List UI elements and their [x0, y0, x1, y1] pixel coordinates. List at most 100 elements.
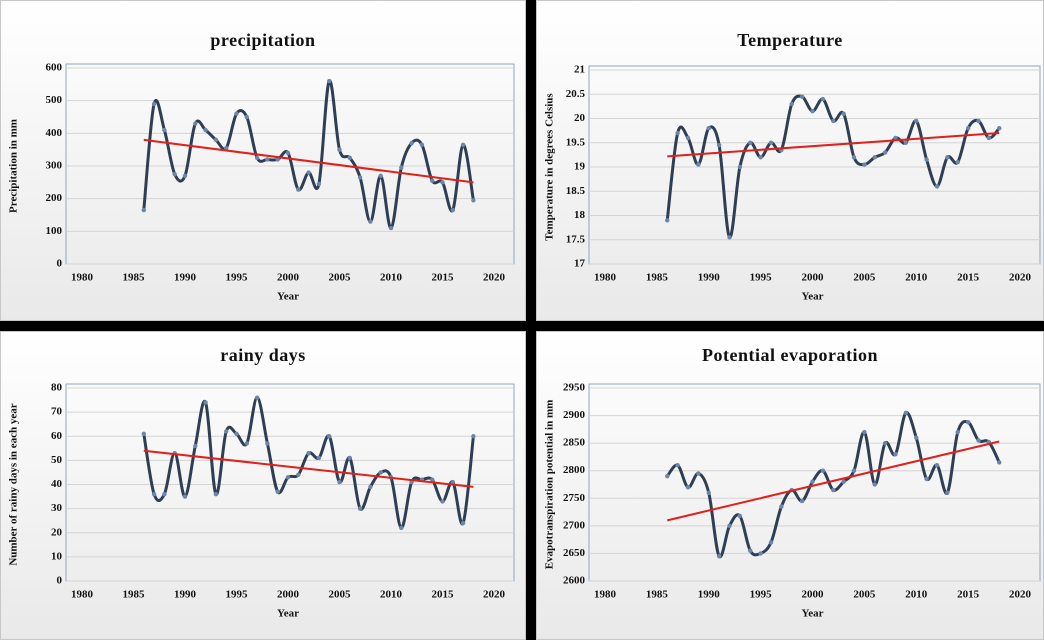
- y-tick-label: 500: [46, 94, 63, 106]
- data-point: [872, 155, 877, 160]
- y-tick-label: 80: [51, 382, 63, 394]
- data-point: [141, 207, 146, 213]
- data-point: [450, 207, 455, 213]
- x-tick-label: 1980: [71, 272, 94, 284]
- trend-line: [667, 440, 1000, 522]
- data-point: [706, 490, 711, 495]
- data-point: [378, 173, 383, 178]
- data-point: [409, 140, 414, 146]
- x-tick-label: 1995: [750, 589, 773, 601]
- panel-background: [536, 331, 1044, 640]
- data-point: [460, 142, 466, 147]
- x-tick-label: 2005: [853, 272, 876, 284]
- y-axis-label: Evapotranspiration potential in mm: [544, 400, 556, 570]
- data-point: [430, 178, 435, 183]
- data-point: [799, 94, 805, 99]
- data-point: [213, 137, 219, 143]
- data-point: [234, 431, 239, 437]
- data-point: [685, 135, 691, 141]
- data-point: [945, 155, 950, 160]
- data-point: [327, 78, 332, 84]
- data-point: [851, 468, 857, 473]
- data-point: [665, 218, 670, 223]
- chart-panel: 2600 2650 2700 2750 2800 2850 2900 2950 1980 1985…: [536, 331, 1044, 640]
- y-axis-label: Precipitation in mm: [8, 119, 20, 213]
- data-point: [419, 142, 425, 147]
- data-point: [234, 111, 239, 116]
- y-tick-label: 21: [574, 64, 585, 76]
- x-axis-label: Year: [277, 608, 299, 620]
- chart-title: Potential evaporation: [702, 345, 878, 365]
- y-tick-label: 2800: [563, 464, 586, 476]
- data-point: [172, 171, 177, 177]
- data-point: [748, 548, 753, 553]
- y-tick-label: 30: [51, 502, 63, 514]
- y-tick-label: 18: [574, 209, 586, 221]
- data-point: [779, 504, 784, 509]
- data-point: [141, 431, 146, 437]
- data-point: [296, 472, 301, 478]
- data-point: [758, 551, 763, 556]
- data-point: [471, 434, 476, 439]
- data-point: [685, 485, 691, 490]
- data-point: [254, 395, 260, 400]
- y-tick-label: 2650: [563, 547, 586, 559]
- x-axis-label: Year: [802, 608, 824, 620]
- x-tick-label: 2005: [329, 272, 352, 284]
- x-tick-label: 1980: [594, 272, 617, 284]
- data-point: [914, 435, 919, 440]
- chart-title: Temperature: [737, 30, 842, 50]
- y-tick-label: 20.5: [566, 88, 586, 100]
- data-point: [934, 463, 940, 468]
- panel-background: [0, 331, 526, 640]
- x-tick-label: 2015: [957, 589, 980, 601]
- data-point: [162, 491, 167, 497]
- chart-panel: 17 17.5 18 18.5 19 19.5 20 20.5 21 1980 1985 1990 19…: [536, 0, 1044, 321]
- y-axis-label: Number of rainy days in each year: [8, 403, 20, 565]
- data-point: [862, 429, 867, 435]
- data-point: [327, 434, 332, 439]
- y-tick-label: 70: [51, 406, 63, 418]
- x-tick-label: 1985: [123, 272, 146, 284]
- x-tick-label: 1985: [123, 589, 146, 601]
- data-point: [914, 118, 919, 124]
- data-point: [285, 150, 291, 156]
- data-point: [945, 490, 950, 495]
- data-point: [696, 471, 701, 476]
- y-tick-label: 600: [46, 62, 63, 74]
- data-point: [316, 455, 322, 461]
- data-point: [357, 506, 363, 511]
- data-point: [882, 150, 888, 155]
- y-tick-label: 40: [51, 478, 63, 490]
- data-point: [882, 440, 888, 446]
- data-point: [737, 164, 743, 170]
- y-tick-label: 18.5: [566, 185, 586, 197]
- x-tick-label: 1990: [698, 272, 721, 284]
- data-point: [337, 147, 342, 152]
- y-tick-label: 10: [51, 550, 63, 562]
- data-point: [976, 438, 981, 443]
- data-point: [758, 155, 763, 160]
- x-tick-label: 2010: [380, 272, 403, 284]
- x-tick-label: 1985: [646, 589, 669, 601]
- data-point: [347, 155, 352, 161]
- data-point: [789, 101, 794, 107]
- x-tick-label: 1990: [174, 589, 197, 601]
- y-tick-label: 60: [51, 430, 63, 442]
- data-point: [471, 198, 476, 203]
- data-point: [934, 184, 940, 189]
- y-tick-label: 0: [57, 575, 63, 587]
- data-point: [893, 135, 898, 141]
- data-point: [203, 127, 208, 133]
- y-tick-label: 300: [46, 160, 63, 172]
- data-point: [388, 225, 394, 231]
- x-tick-label: 2015: [432, 272, 455, 284]
- data-point: [976, 118, 981, 124]
- data-point: [296, 187, 301, 192]
- y-tick-label: 200: [46, 192, 63, 204]
- data-point: [378, 470, 383, 475]
- data-point: [306, 450, 311, 456]
- data-point: [965, 419, 971, 425]
- data-point: [872, 482, 877, 487]
